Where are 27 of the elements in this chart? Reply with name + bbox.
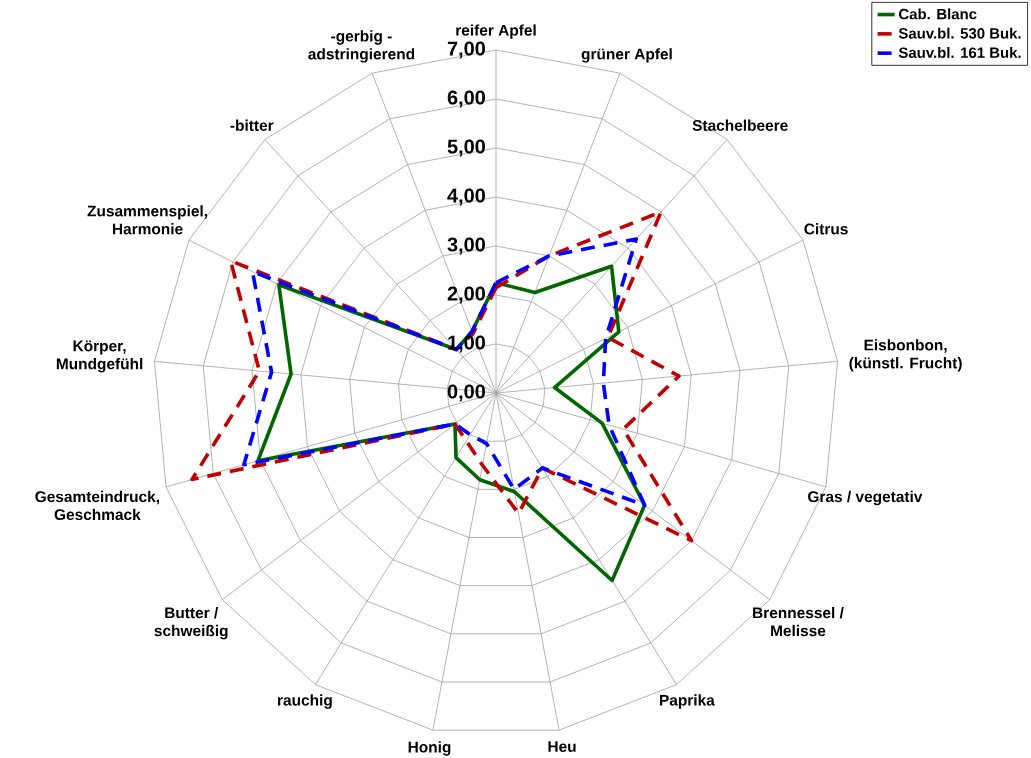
spoke-label: Heu [548, 741, 576, 752]
spoke-label: Eisbonbon, (künstl. Frucht) [849, 339, 962, 372]
spoke-label: rauchig [278, 694, 332, 709]
y-tick-label: 4,00 [447, 188, 485, 206]
spoke-label: Gras / vegetativ [808, 490, 923, 506]
spoke-label: Brennessel / Melisse [753, 606, 844, 637]
y-tick-label: 3,00 [447, 237, 485, 255]
spoke-label: Butter / schweißig [154, 606, 228, 640]
spoke-label: Honig [408, 741, 451, 756]
legend-label: Sauv.bl. 161 Buk. [898, 47, 1021, 58]
spoke-label: -bitter [230, 119, 274, 131]
spoke-label: Citrus [804, 223, 848, 235]
spoke-label: -gerbig - adstringierend [308, 30, 415, 63]
spoke-label: reifer Apfel [456, 24, 536, 39]
y-tick-label: 0,00 [447, 384, 485, 402]
spoke-label: grüner Apfel [581, 48, 672, 63]
legend-label: Sauv.bl. 530 Buk. [898, 27, 1021, 39]
y-tick-label: 2,00 [447, 286, 485, 304]
y-tick-label: 6,00 [447, 90, 485, 108]
spoke-label: Stachelbeere [692, 119, 788, 131]
legend-label: Cab. Blanc [899, 8, 977, 20]
spoke-label: Körper, Mundgefühl [56, 340, 143, 373]
y-tick-label: 5,00 [447, 139, 485, 157]
spoke-label: Paprika [660, 694, 715, 709]
spoke-label: Gesamteindruck, Geschmack [35, 490, 159, 521]
y-tick-label: 7,00 [447, 41, 485, 59]
spoke-label: Zusammenspiel, Harmonie [87, 205, 207, 235]
